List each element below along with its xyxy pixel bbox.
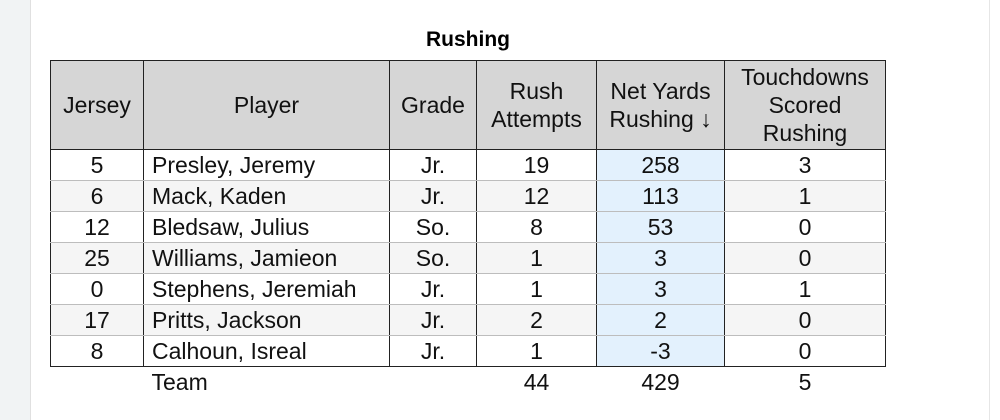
table-row: 17 Pritts, Jackson Jr. 2 2 0 xyxy=(50,304,886,336)
cell-net-yards: 2 xyxy=(596,304,725,336)
cell-player: Pritts, Jackson xyxy=(143,304,390,336)
cell-jersey: 12 xyxy=(50,211,144,243)
cell-rush-attempts: 12 xyxy=(476,180,597,212)
cell-grade: Jr. xyxy=(389,149,477,181)
cell-player: Bledsaw, Julius xyxy=(143,211,390,243)
table-body: 5 Presley, Jeremy Jr. 19 258 3 6 Mack, Kaden Jr.… xyxy=(50,149,886,367)
cell-touchdowns: 1 xyxy=(724,180,886,212)
cell-rush-attempts: 1 xyxy=(476,273,597,305)
header-row: Jersey Player Grade Rush Attempts Net Ya… xyxy=(50,60,886,150)
cell-grade: So. xyxy=(389,242,477,274)
cell-jersey: 6 xyxy=(50,180,144,212)
cell-jersey: 0 xyxy=(50,273,144,305)
cell-grade: Jr. xyxy=(389,335,477,367)
totals-label: Team xyxy=(143,366,390,397)
table-row: 5 Presley, Jeremy Jr. 19 258 3 xyxy=(50,149,886,181)
table-row: 0 Stephens, Jeremiah Jr. 1 3 1 xyxy=(50,273,886,305)
cell-jersey: 17 xyxy=(50,304,144,336)
cell-net-yards: 3 xyxy=(596,273,725,305)
totals-rush-attempts: 44 xyxy=(476,366,597,397)
cell-jersey: 25 xyxy=(50,242,144,274)
header-grade[interactable]: Grade xyxy=(389,60,477,150)
cell-net-yards: 3 xyxy=(596,242,725,274)
cell-grade: Jr. xyxy=(389,304,477,336)
cell-jersey: 8 xyxy=(50,335,144,367)
header-touchdowns[interactable]: Touchdowns Scored Rushing xyxy=(724,60,886,150)
cell-player: Presley, Jeremy xyxy=(143,149,390,181)
totals-net-yards: 429 xyxy=(596,366,725,397)
cell-touchdowns: 3 xyxy=(724,149,886,181)
table-row: 6 Mack, Kaden Jr. 12 113 1 xyxy=(50,180,886,212)
cell-touchdowns: 1 xyxy=(724,273,886,305)
totals-jersey-cell xyxy=(50,366,144,397)
table-title: Rushing xyxy=(426,28,510,51)
totals-touchdowns: 5 xyxy=(724,366,886,397)
cell-jersey: 5 xyxy=(50,149,144,181)
cell-grade: So. xyxy=(389,211,477,243)
cell-rush-attempts: 8 xyxy=(476,211,597,243)
cell-rush-attempts: 1 xyxy=(476,335,597,367)
cell-rush-attempts: 19 xyxy=(476,149,597,181)
cell-net-yards: -3 xyxy=(596,335,725,367)
table-row: 12 Bledsaw, Julius So. 8 53 0 xyxy=(50,211,886,243)
cell-touchdowns: 0 xyxy=(724,304,886,336)
table-row: 8 Calhoun, Isreal Jr. 1 -3 0 xyxy=(50,335,886,367)
header-jersey[interactable]: Jersey xyxy=(50,60,144,150)
cell-grade: Jr. xyxy=(389,180,477,212)
cell-touchdowns: 0 xyxy=(724,211,886,243)
cell-player: Williams, Jamieon xyxy=(143,242,390,274)
cell-net-yards: 53 xyxy=(596,211,725,243)
cell-touchdowns: 0 xyxy=(724,242,886,274)
cell-rush-attempts: 2 xyxy=(476,304,597,336)
cell-touchdowns: 0 xyxy=(724,335,886,367)
header-rush-attempts[interactable]: Rush Attempts xyxy=(476,60,597,150)
right-gutter xyxy=(989,0,1000,420)
cell-grade: Jr. xyxy=(389,273,477,305)
header-net-yards[interactable]: Net Yards Rushing ↓ xyxy=(596,60,725,150)
cell-net-yards: 113 xyxy=(596,180,725,212)
totals-row: Team 44 429 5 xyxy=(50,366,886,397)
header-player[interactable]: Player xyxy=(143,60,390,150)
left-gutter xyxy=(0,0,31,420)
table-row: 25 Williams, Jamieon So. 1 3 0 xyxy=(50,242,886,274)
cell-player: Calhoun, Isreal xyxy=(143,335,390,367)
totals-grade-cell xyxy=(389,366,477,397)
cell-player: Mack, Kaden xyxy=(143,180,390,212)
cell-player: Stephens, Jeremiah xyxy=(143,273,390,305)
cell-rush-attempts: 1 xyxy=(476,242,597,274)
rushing-table: Jersey Player Grade Rush Attempts Net Ya… xyxy=(50,60,886,397)
cell-net-yards: 258 xyxy=(596,149,725,181)
